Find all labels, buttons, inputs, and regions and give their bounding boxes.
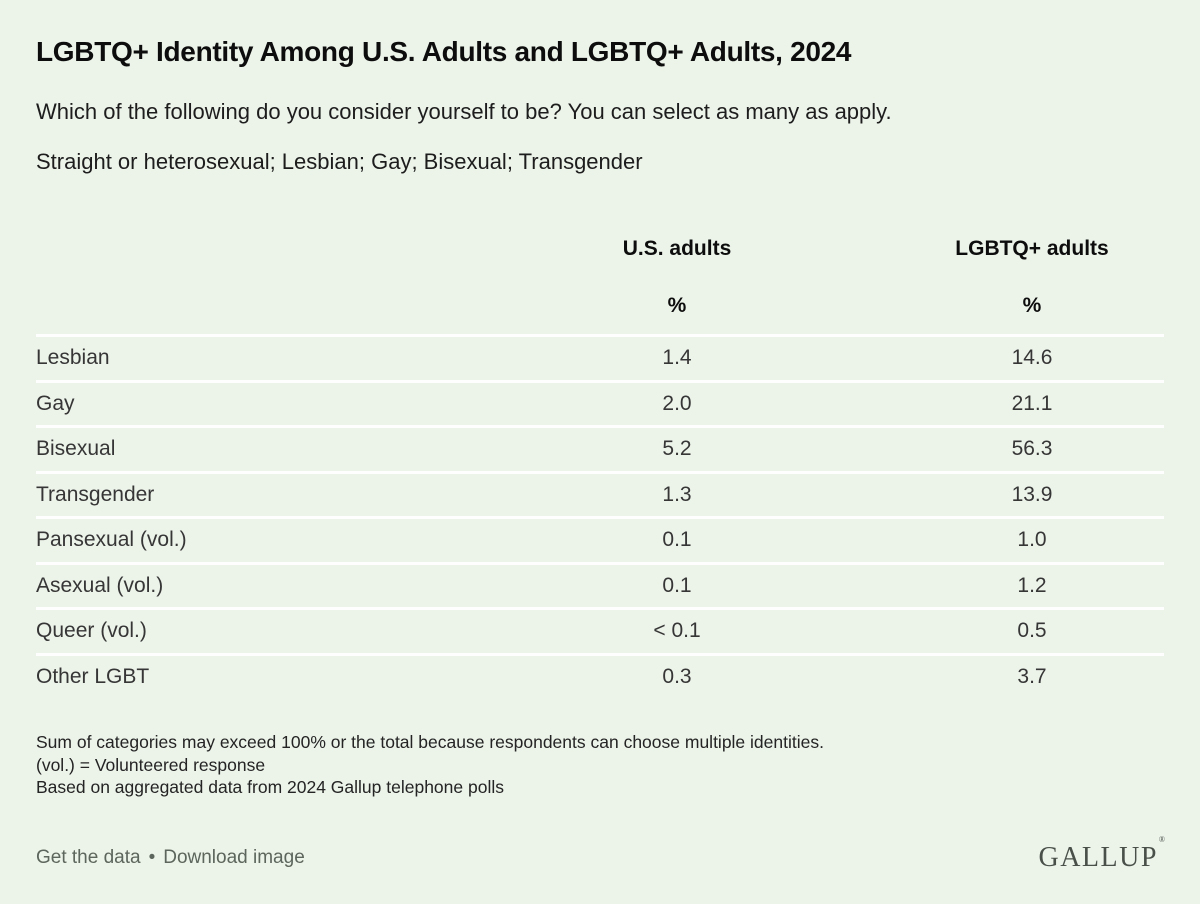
row-value-lgbtq: 3.7	[1017, 664, 1047, 688]
row-value-lgbtq: 1.0	[1017, 528, 1047, 552]
table-row: Queer (vol.) < 0.1 0.5	[36, 607, 1164, 653]
table-row: Bisexual 5.2 56.3	[36, 425, 1164, 471]
row-value-us: 0.1	[662, 573, 692, 597]
row-value-lgbtq: 0.5	[1017, 619, 1047, 643]
row-label: Lesbian	[36, 346, 110, 370]
row-value-us: 5.2	[662, 437, 692, 461]
row-value-us: 1.4	[662, 346, 692, 370]
footnote-source: Based on aggregated data from 2024 Gallu…	[36, 777, 504, 798]
footnote-multiple-identities: Sum of categories may exceed 100% or the…	[36, 732, 824, 753]
row-value-lgbtq: 56.3	[1011, 437, 1053, 461]
survey-options: Straight or heterosexual; Lesbian; Gay; …	[36, 149, 643, 175]
percent-symbol-lgbtq: %	[1022, 294, 1042, 318]
row-label: Queer (vol.)	[36, 619, 147, 643]
row-value-us: 0.3	[662, 664, 692, 688]
gallup-wordmark: GALLUP	[1038, 842, 1158, 873]
footnotes: Sum of categories may exceed 100% or the…	[36, 731, 1164, 799]
row-value-lgbtq: 21.1	[1011, 391, 1053, 415]
percent-symbol-row: % %	[36, 294, 1164, 318]
table-row: Gay 2.0 21.1	[36, 379, 1164, 426]
table-header-row: U.S. adults LGBTQ+ adults	[36, 237, 1164, 261]
column-header-lgbtq-adults: LGBTQ+ adults	[955, 237, 1109, 261]
row-value-lgbtq: 1.2	[1017, 573, 1047, 597]
registered-mark: ®	[1158, 834, 1165, 844]
column-header-us-adults: U.S. adults	[622, 237, 732, 261]
download-image-link[interactable]: Download image	[163, 847, 305, 868]
row-value-us: < 0.1	[653, 619, 701, 643]
row-value-us: 0.1	[662, 528, 692, 552]
get-the-data-link[interactable]: Get the data	[36, 847, 141, 868]
row-label: Pansexual (vol.)	[36, 528, 187, 552]
table-row: Pansexual (vol.) 0.1 1.0	[36, 516, 1164, 562]
row-label: Other LGBT	[36, 664, 150, 688]
bullet-separator: •	[148, 847, 156, 868]
row-label: Asexual (vol.)	[36, 573, 164, 597]
page-title: LGBTQ+ Identity Among U.S. Adults and LG…	[36, 36, 852, 67]
row-value-lgbtq: 14.6	[1011, 346, 1053, 370]
row-value-lgbtq: 13.9	[1011, 482, 1053, 506]
table-row: Lesbian 1.4 14.6	[36, 334, 1164, 380]
survey-question: Which of the following do you consider y…	[36, 99, 892, 125]
footer-links: Get the data • Download image	[36, 847, 305, 869]
table-row: Asexual (vol.) 0.1 1.2	[36, 561, 1164, 608]
table-row: Other LGBT 0.3 3.7	[36, 652, 1164, 699]
row-value-us: 2.0	[662, 391, 692, 415]
percent-symbol-us: %	[667, 294, 687, 318]
row-label: Transgender	[36, 482, 155, 506]
footnote-volunteered: (vol.) = Volunteered response	[36, 754, 266, 775]
table-body: Lesbian 1.4 14.6 Gay 2.0 21.1 Bisexual 5…	[36, 334, 1164, 698]
row-label: Gay	[36, 391, 75, 415]
gallup-logo[interactable]: GALLUP®	[1038, 835, 1165, 874]
footer-bar: Get the data • Download image GALLUP®	[36, 835, 1165, 874]
row-label: Bisexual	[36, 437, 116, 461]
row-value-us: 1.3	[662, 482, 692, 506]
table-row: Transgender 1.3 13.9	[36, 470, 1164, 517]
